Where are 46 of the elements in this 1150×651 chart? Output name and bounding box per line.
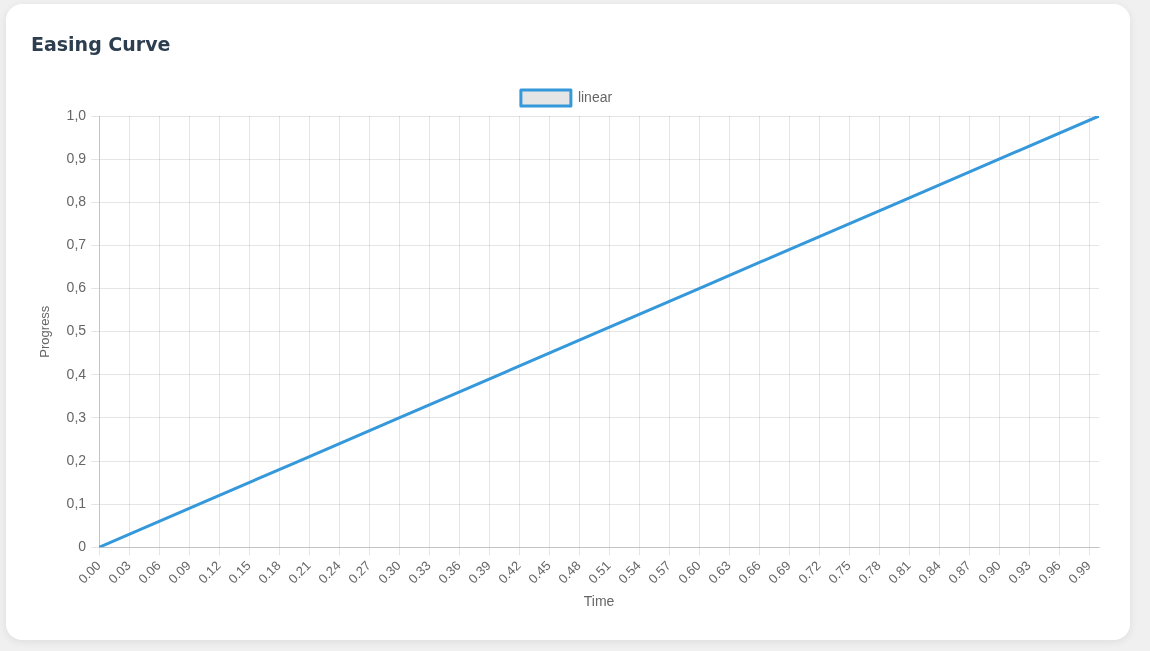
y-tick-label: 1,0 (66, 106, 87, 123)
x-tick-label: 0.99 (1065, 557, 1094, 587)
x-axis-title: Time (583, 593, 615, 610)
y-axis-title: Progress (37, 305, 53, 358)
x-tick-label: 0.03 (105, 557, 134, 587)
x-tick-label: 0.21 (285, 557, 314, 587)
x-tick-label: 0.15 (225, 557, 254, 587)
y-tick-label: 0,8 (66, 193, 87, 210)
x-tick-label: 0.09 (165, 557, 194, 587)
x-tick-label: 0.33 (405, 557, 434, 587)
x-tick-label: 0.12 (195, 557, 224, 587)
y-tick-label: 0,1 (66, 495, 87, 512)
x-tick-label: 0.45 (525, 557, 554, 587)
x-tick-label: 0.39 (465, 557, 494, 587)
legend-label: linear (577, 88, 613, 105)
x-tick-label: 0.81 (885, 557, 914, 587)
y-tick-label: 0,3 (66, 408, 87, 425)
y-tick-label: 0,5 (66, 322, 87, 339)
x-tick-label: 0.30 (375, 557, 404, 587)
x-tick-label: 0.48 (555, 557, 584, 587)
x-tick-label: 0.66 (735, 557, 764, 587)
y-tick-label: 0,6 (66, 279, 87, 296)
x-tick-label: 0.90 (975, 557, 1004, 587)
x-tick-label: 0.78 (855, 557, 884, 587)
y-tick-label: 0,9 (66, 149, 87, 166)
x-tick-label: 0.60 (675, 557, 704, 587)
x-tick-label: 0.63 (705, 557, 734, 587)
y-tick-label: 0 (78, 538, 87, 555)
x-tick-label: 0.75 (825, 557, 854, 587)
chart-title: Easing Curve (31, 32, 171, 56)
y-tick-label: 0,2 (66, 451, 87, 468)
x-tick-label: 0.42 (495, 557, 524, 587)
x-tick-label: 0.72 (795, 557, 824, 587)
x-tick-label: 0.18 (255, 557, 284, 587)
x-tick-label: 0.84 (915, 557, 944, 587)
x-tick-label: 0.36 (435, 557, 464, 587)
x-tick-label: 0.06 (135, 557, 164, 587)
y-tick-label: 0,4 (66, 365, 87, 382)
y-tick-label: 0,7 (66, 236, 87, 253)
x-tick-label: 0.00 (75, 557, 104, 587)
x-tick-label: 0.69 (765, 557, 794, 587)
x-tick-label: 0.54 (615, 557, 644, 587)
x-tick-label: 0.93 (1005, 557, 1034, 587)
x-tick-label: 0.24 (315, 557, 344, 587)
x-tick-label: 0.51 (585, 557, 614, 587)
x-tick-label: 0.96 (1035, 557, 1064, 587)
